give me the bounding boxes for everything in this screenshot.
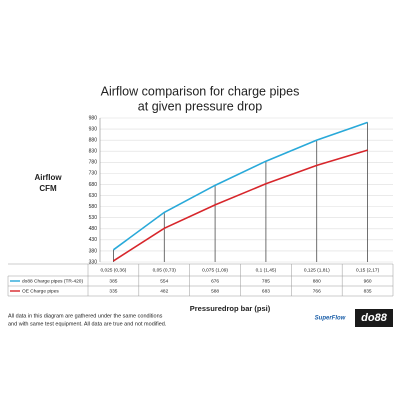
y-tick-label: 380 xyxy=(89,248,98,254)
y-axis-label: CFM xyxy=(39,184,57,193)
series-line xyxy=(112,121,368,251)
chart-title: at given pressure drop xyxy=(138,99,262,113)
table-value: 960 xyxy=(364,278,372,284)
footnote: and with same test equipment. All data a… xyxy=(8,321,167,327)
x-tick-label: 0,125 (1,81) xyxy=(304,267,330,273)
table-value: 588 xyxy=(211,288,219,294)
y-tick-label: 480 xyxy=(89,226,98,232)
table-value: 482 xyxy=(160,288,168,294)
y-tick-label: 680 xyxy=(89,182,98,188)
x-tick-label: 0,15 (2,17) xyxy=(356,267,380,273)
y-tick-label: 730 xyxy=(89,171,98,177)
series-line xyxy=(112,149,368,262)
y-tick-label: 780 xyxy=(89,160,98,166)
y-tick-label: 880 xyxy=(89,137,98,143)
x-tick-label: 0,1 (1,45) xyxy=(256,267,277,273)
y-tick-label: 980 xyxy=(89,115,98,121)
table-value: 683 xyxy=(262,288,270,294)
table-value: 385 xyxy=(109,278,117,284)
x-axis-label: Pressuredrop bar (psi) xyxy=(190,304,271,313)
table-value: 766 xyxy=(313,288,321,294)
legend-label: OE Charge pipes xyxy=(22,288,59,294)
y-axis-label: Airflow xyxy=(34,173,62,182)
y-tick-label: 630 xyxy=(89,193,98,199)
footnote: All data in this diagram are gathered un… xyxy=(8,313,163,319)
y-tick-label: 330 xyxy=(89,259,98,265)
table-value: 676 xyxy=(211,278,219,284)
logo: do88 xyxy=(361,312,388,324)
logo: SuperFlow xyxy=(315,316,346,322)
y-tick-label: 580 xyxy=(89,204,98,210)
x-tick-label: 0,075 (1,09) xyxy=(202,267,228,273)
logo-box xyxy=(355,309,393,327)
y-tick-label: 530 xyxy=(89,215,98,221)
y-tick-label: 830 xyxy=(89,149,98,155)
chart-title: Airflow comparison for charge pipes xyxy=(101,84,300,98)
y-tick-label: 930 xyxy=(89,126,98,132)
y-tick-label: 430 xyxy=(89,237,98,243)
table-value: 554 xyxy=(160,278,168,284)
table-value: 835 xyxy=(364,288,372,294)
legend-label: do88 Charge pipes (TR-420) xyxy=(22,278,83,284)
x-tick-label: 0,05 (0,73) xyxy=(153,267,177,273)
table-value: 335 xyxy=(109,288,117,294)
table-value: 880 xyxy=(313,278,321,284)
table-value: 785 xyxy=(262,278,270,284)
x-tick-label: 0,025 (0,36) xyxy=(100,267,126,273)
